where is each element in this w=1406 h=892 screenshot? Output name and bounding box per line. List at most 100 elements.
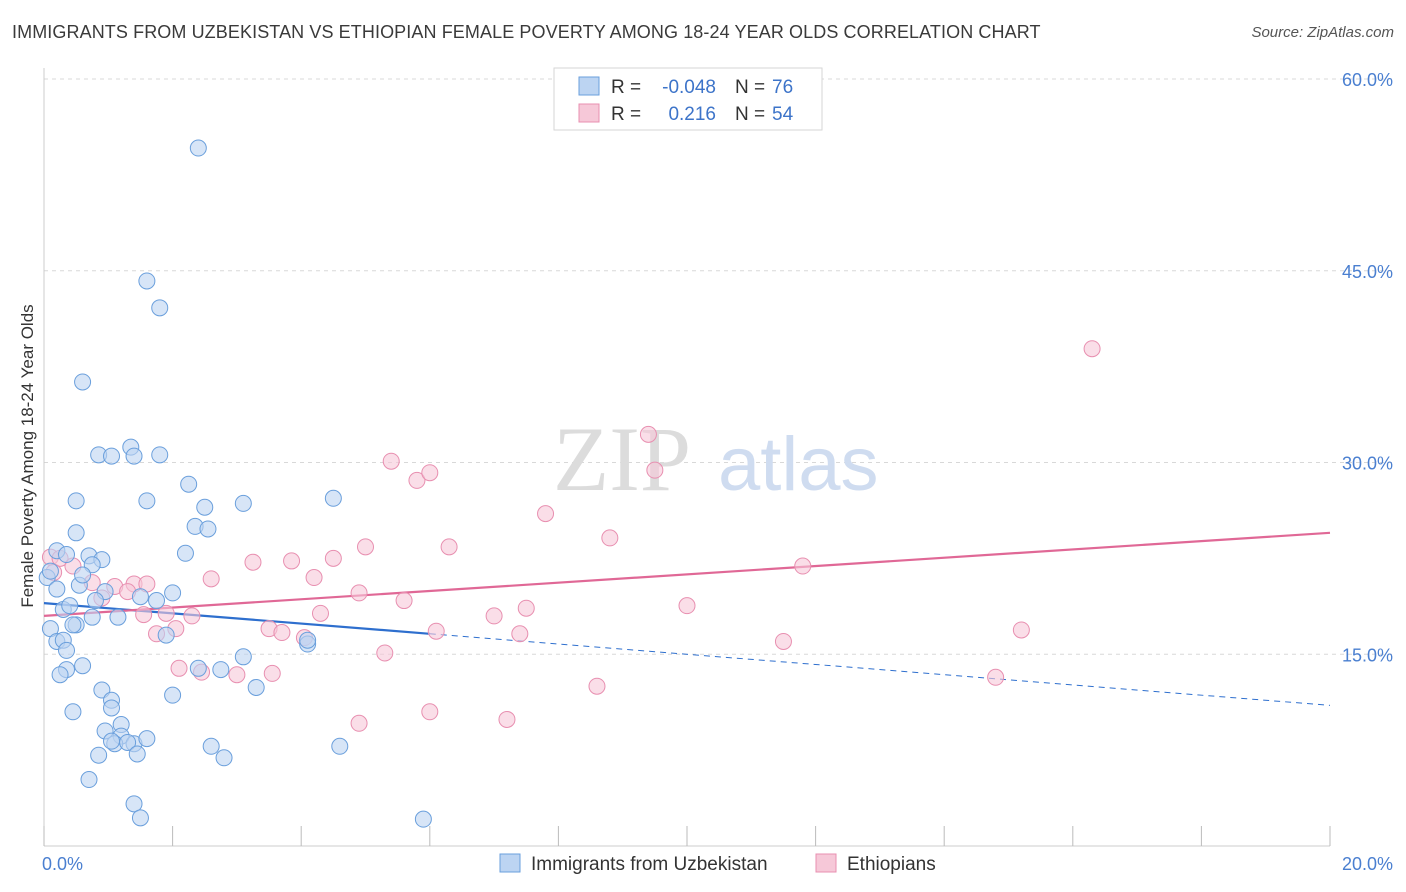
blue-point-19 (58, 546, 76, 564)
source-credit: Source: ZipAtlas.com (1251, 24, 1394, 41)
pink-point-47 (228, 666, 246, 684)
blue-point-48 (189, 659, 207, 677)
y-tick-label-0: 15.0% (1342, 645, 1393, 665)
tick-labels: 15.0% 30.0% 45.0% 60.0% 0.0% 20.0% (42, 70, 1393, 874)
watermark: ZIP atlas (553, 408, 879, 510)
blue-point-42 (234, 648, 252, 666)
pink-point-29 (517, 599, 535, 617)
grid-lines (44, 78, 1394, 655)
blue-point-37 (148, 592, 166, 610)
blue-point-29 (48, 580, 66, 598)
bottom-legend-swatch-0 (499, 853, 521, 873)
blue-point-54 (103, 699, 121, 717)
pink-point-9 (357, 538, 374, 556)
pink-point-0 (1083, 340, 1101, 358)
blue-point-32 (109, 608, 127, 626)
pink-point-44 (376, 644, 394, 662)
legend-r-label-0: R = (611, 77, 641, 98)
blue-point-1 (138, 272, 156, 290)
pink-point-13 (244, 553, 262, 571)
legend-swatch-1 (578, 103, 600, 123)
blue-trend-extension (429, 633, 1331, 706)
pink-trend-line (43, 531, 1331, 617)
legend-n-value-0: 76 (772, 77, 793, 98)
pink-point-39 (511, 625, 529, 643)
blue-trend-line (43, 602, 430, 635)
pink-point-8 (440, 538, 458, 556)
blue-point-70 (125, 795, 143, 813)
blue-point-71 (131, 809, 149, 827)
pink-point-34 (157, 604, 175, 622)
pink-point-24 (350, 584, 368, 602)
legend-swatch-0 (578, 76, 600, 96)
blue-point-44 (299, 631, 317, 649)
pink-point-32 (135, 606, 153, 624)
blue-point-30 (86, 592, 104, 610)
legend-r-label-1: R = (611, 104, 641, 125)
trend-lines (43, 531, 1331, 706)
y-tick-label-3: 60.0% (1342, 70, 1393, 90)
watermark-zip: ZIP (553, 408, 691, 510)
blue-point-10 (67, 492, 85, 510)
legend-r-value-1: 0.216 (668, 104, 716, 125)
pink-point-43 (1012, 621, 1030, 639)
blue-point-69 (80, 771, 98, 789)
legend-n-label-0: N = (735, 77, 765, 98)
blue-point-75 (61, 597, 79, 615)
pink-point-14 (283, 552, 301, 570)
pink-point-33 (183, 607, 201, 625)
pink-point-38 (427, 622, 445, 640)
blue-point-66 (90, 746, 108, 764)
pink-point-27 (395, 592, 413, 610)
chart-title: IMMIGRANTS FROM UZBEKISTAN VS ETHIOPIAN … (12, 22, 1041, 42)
pink-point-51 (350, 714, 368, 732)
pink-point-3 (382, 452, 400, 470)
watermark-atlas: atlas (718, 422, 879, 507)
blue-point-72 (414, 810, 432, 828)
blue-point-2 (151, 299, 169, 317)
blue-point-36 (64, 616, 82, 634)
bottom-legend-label-0: Immigrants from Uzbekistan (531, 854, 768, 875)
pink-point-16 (794, 557, 812, 575)
pink-point-31 (485, 607, 503, 625)
blue-point-38 (157, 626, 175, 644)
blue-point-45 (74, 657, 92, 675)
legend-r-value-0: -0.048 (662, 77, 716, 98)
y-tick-label-1: 30.0% (1342, 454, 1393, 474)
blue-point-67 (128, 745, 146, 763)
pink-point-49 (588, 677, 606, 695)
pink-point-15 (324, 549, 342, 567)
blue-point-65 (331, 737, 349, 755)
x-tick-label-1: 20.0% (1342, 854, 1393, 874)
pink-point-22 (305, 569, 323, 587)
blue-point-27 (131, 588, 149, 606)
legend: R = -0.048 N = 76 R = 0.216 N = 54 (553, 67, 823, 131)
x-tick-label-0: 0.0% (42, 854, 83, 874)
blue-point-62 (138, 730, 156, 748)
blue-point-17 (199, 520, 217, 538)
bottom-legend: Immigrants from Uzbekistan Ethiopians (499, 853, 936, 875)
blue-point-11 (138, 492, 156, 510)
blue-point-51 (247, 678, 265, 696)
blue-point-68 (215, 749, 233, 767)
blue-point-13 (234, 494, 252, 512)
blue-point-3 (74, 373, 92, 391)
legend-n-value-1: 54 (772, 104, 794, 125)
blue-point-63 (103, 732, 121, 750)
blue-point-14 (324, 489, 342, 507)
blue-point-73 (41, 562, 59, 580)
blue-point-23 (176, 544, 194, 562)
pink-point-52 (421, 703, 439, 721)
pink-point-4 (408, 471, 426, 489)
y-tick-label-2: 45.0% (1342, 262, 1393, 282)
pink-point-53 (498, 710, 516, 728)
axes (43, 68, 1331, 847)
blue-point-74 (74, 566, 92, 584)
bottom-legend-label-1: Ethiopians (847, 854, 936, 875)
blue-point-0 (189, 139, 207, 157)
blue-point-6 (103, 447, 121, 465)
pink-point-1 (639, 425, 657, 443)
pink-point-18 (202, 570, 220, 588)
blue-point-49 (212, 661, 230, 679)
